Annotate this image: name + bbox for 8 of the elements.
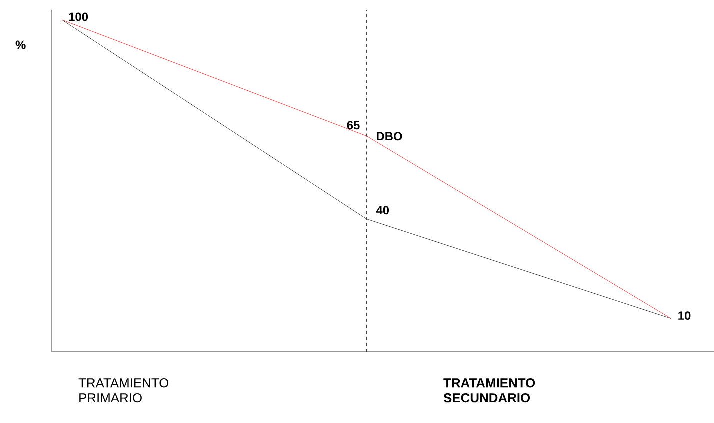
data-label: 10	[678, 312, 691, 320]
text: TRATAMIENTO SECUNDARIO	[444, 378, 536, 403]
data-label: 40	[376, 206, 390, 215]
series-label: DBO	[377, 132, 402, 141]
data-label: 100	[69, 12, 88, 22]
y-axis-title: %	[16, 40, 26, 50]
data-label: 65	[347, 121, 360, 130]
text: TRATAMIENTO PRIMARIO	[78, 378, 169, 403]
